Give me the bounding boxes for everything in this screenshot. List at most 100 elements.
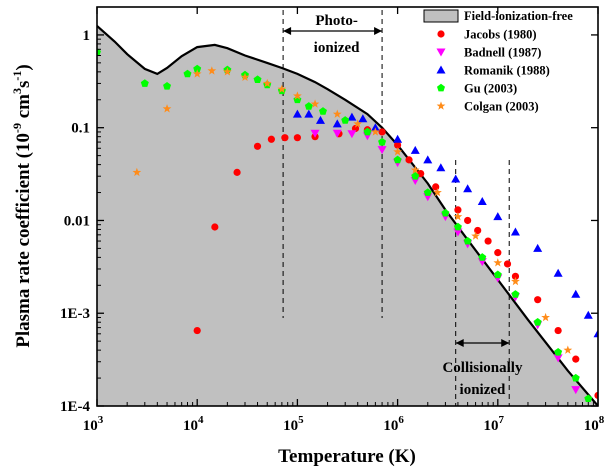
data-point [378, 128, 386, 136]
data-point [353, 119, 363, 128]
data-point [405, 156, 413, 164]
data-point [370, 123, 380, 132]
data-point [584, 394, 593, 403]
data-point [393, 134, 403, 143]
data-point [423, 155, 433, 164]
data-point [393, 147, 402, 156]
data-point [318, 107, 327, 115]
legend-label: Romanik (1988) [464, 64, 550, 78]
x-tick-label: 105 [283, 414, 304, 434]
data-point [192, 69, 202, 78]
coll-label-line1: Collisionally [442, 360, 523, 376]
data-point [163, 82, 172, 90]
data-point [493, 270, 502, 279]
data-point [484, 237, 492, 245]
legend: Field-ionization-free Jacobs (1980) Badnel… [423, 9, 573, 114]
data-point [378, 137, 387, 146]
legend-item: Jacobs (1980) [437, 28, 537, 42]
data-point [332, 129, 342, 138]
data-point [332, 109, 342, 118]
series-4 [132, 66, 573, 354]
data-point [534, 296, 542, 304]
plot-frame [96, 6, 599, 407]
data-point [293, 91, 302, 100]
coll-label-line2: ionized [460, 382, 506, 398]
data-point [593, 329, 598, 338]
photo-label-line2: ionized [314, 40, 360, 56]
data-point [304, 109, 314, 118]
data-point [511, 290, 520, 298]
data-point [441, 208, 450, 217]
data-point [183, 69, 192, 78]
data-point [451, 174, 461, 183]
data-point [304, 102, 313, 110]
data-point [463, 184, 473, 193]
field-ionization-free-area [97, 25, 598, 406]
data-point [503, 260, 512, 268]
data-point [253, 75, 262, 83]
legend-label: Field-ionization-free [464, 9, 573, 23]
data-point [97, 48, 101, 56]
data-point [533, 318, 542, 326]
data-point [207, 66, 217, 75]
data-point [233, 168, 241, 176]
data-point [341, 116, 350, 124]
data-point [433, 187, 442, 197]
data-point [310, 99, 320, 108]
data-point [493, 212, 503, 221]
data-point [211, 223, 219, 231]
legend-marker [437, 30, 445, 38]
data-point [262, 78, 272, 88]
data-point [347, 130, 357, 139]
data-point [553, 268, 563, 277]
data-point [410, 145, 420, 154]
data-point [162, 104, 172, 113]
data-point [554, 326, 562, 335]
data-point [315, 115, 325, 124]
data-point [471, 231, 480, 240]
x-tick-label: 107 [484, 414, 505, 434]
legend-item: Gu (2003) [437, 82, 517, 96]
data-point [193, 64, 202, 73]
data-point [410, 165, 420, 174]
legend-item: Colgan (2003) [436, 100, 539, 114]
legend-label: Colgan (2003) [464, 100, 539, 114]
series-0 [193, 124, 598, 400]
data-point [363, 127, 372, 136]
data-point [393, 155, 402, 164]
data-point [423, 188, 432, 196]
data-point [571, 386, 581, 395]
x-tick-label: 104 [183, 414, 204, 434]
x-tick-label: 108 [584, 414, 605, 434]
data-point [478, 253, 487, 261]
data-point [511, 272, 520, 280]
data-point [572, 355, 580, 363]
x-axis-title: Temperature (K) [278, 446, 416, 467]
legend-label: Jacobs (1980) [464, 28, 537, 42]
annotations: Photo-ionized Collisionally ionized [282, 10, 523, 406]
legend-label: Badnell (1987) [464, 46, 541, 60]
coll-range-arrow [455, 339, 510, 347]
data-point [347, 112, 357, 121]
data-point [571, 373, 580, 382]
data-point [281, 134, 289, 142]
data-point [193, 326, 201, 335]
legend-marker [436, 65, 446, 74]
data-point [453, 222, 462, 231]
x-tick-label: 106 [383, 414, 404, 434]
y-tick-label: 1 [83, 28, 91, 44]
data-point [253, 142, 262, 150]
data-point [477, 197, 487, 206]
photo-range-arrow [283, 27, 383, 35]
data-point [594, 391, 598, 400]
data-point [454, 206, 462, 214]
data-point [140, 79, 149, 87]
y-tick-label: 1E-4 [60, 399, 91, 415]
data-point [474, 226, 482, 235]
data-point [583, 310, 593, 319]
y-tick-label: 0.1 [71, 121, 90, 137]
data-point [553, 354, 563, 363]
data-point [394, 141, 402, 149]
data-point [432, 183, 440, 191]
